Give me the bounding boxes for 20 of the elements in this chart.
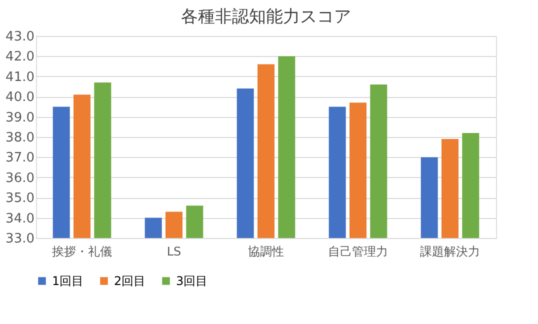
legend-label: 1回目 bbox=[52, 274, 84, 288]
y-tick-label: 33.0 bbox=[6, 232, 34, 246]
y-tick-label: 36.0 bbox=[6, 170, 34, 186]
y-tick-label: 38.0 bbox=[6, 130, 34, 146]
y-tick-label: 40.0 bbox=[6, 90, 34, 106]
y-tick-label: 42.0 bbox=[6, 50, 34, 65]
x-tick-label: 協調性 bbox=[248, 244, 284, 258]
x-tick-label: LS bbox=[166, 244, 182, 258]
legend-label: 3回目 bbox=[176, 274, 208, 288]
x-tick-label: 自己管理力 bbox=[328, 244, 388, 258]
y-tick-label: 34.0 bbox=[6, 211, 34, 226]
chart-title: 各種非認知能力スコア bbox=[181, 7, 351, 27]
legend-label: 2回目 bbox=[114, 274, 146, 288]
y-tick-label: 37.0 bbox=[6, 150, 34, 166]
y-tick-label: 39.0 bbox=[6, 110, 34, 126]
y-tick-label: 43.0 bbox=[6, 30, 34, 44]
y-tick-label: 41.0 bbox=[6, 70, 34, 85]
y-tick-label: 35.0 bbox=[6, 191, 34, 206]
x-tick-label: 挨拶・礼儀 bbox=[52, 244, 112, 258]
x-tick-label: 課題解決力 bbox=[420, 244, 480, 258]
